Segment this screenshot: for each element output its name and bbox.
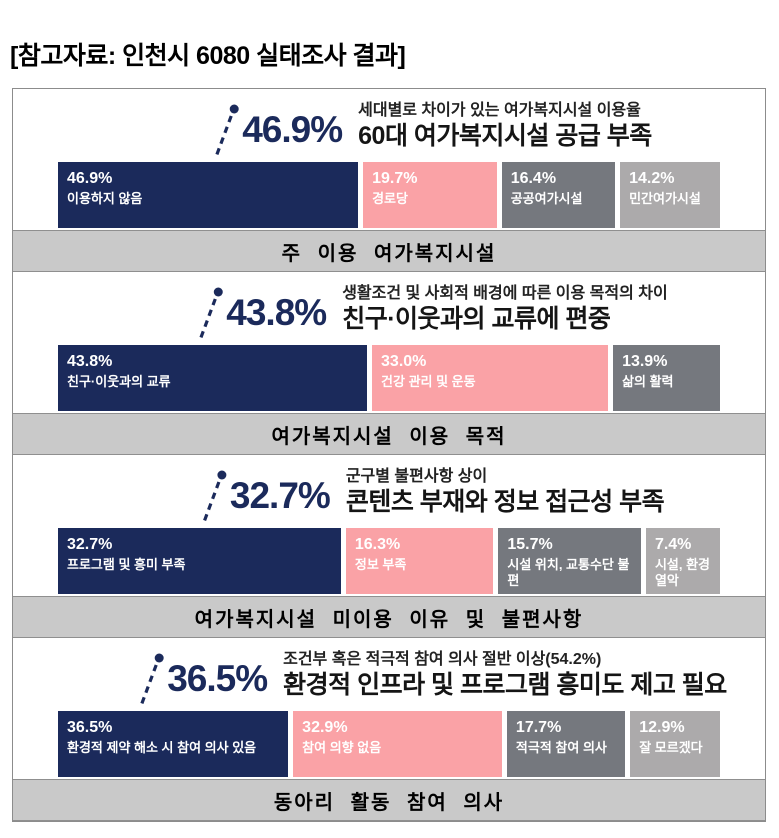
bar-segment-gray_dark: 17.7% 적극적 참여 의사 [506,711,626,777]
section-header: 36.5% 조건부 혹은 적극적 참여 의사 절반 이상(54.2%) 환경적 인프… [138,651,727,709]
section-1: 46.9% 세대별로 차이가 있는 여가복지시설 이용율 60대 여가복지시설 공급… [13,89,765,272]
bar-row: 32.7% 프로그램 및 흥미 부족 16.3% 정보 부족 15.7% 시설 위치, 교… [58,528,720,594]
section-caption: 여가복지시설 이용 목적 [13,413,765,455]
bar-segment-navy: 43.8% 친구·이웃과의 교류 [58,345,368,411]
bar-percentage: 19.7% [372,170,418,187]
section-header-text: 조건부 혹은 적극적 참여 의사 절반 이상(54.2%) 환경적 인프라 및 프… [283,651,727,700]
bar-segment-gray_light: 7.4% 시설, 환경 열악 [645,528,720,594]
section-headline: 콘텐츠 부재와 정보 접근성 부족 [345,488,665,517]
section-subtitle: 세대별로 차이가 있는 여가복지시설 이용율 [358,102,641,119]
bar-label: 삶의 활력 [622,373,674,389]
bar-label: 시설 위치, 교통수단 불편 [507,556,630,589]
bar-label: 친구·이웃과의 교류 [67,373,171,389]
bar-percentage: 36.5% [67,719,113,736]
bar-segment-gray_light: 12.9% 잘 모르겠다 [630,711,720,777]
section-caption-label: 동아리 활동 참여 의사 [273,791,505,814]
infographic-board: 46.9% 세대별로 차이가 있는 여가복지시설 이용율 60대 여가복지시설 공급… [12,88,766,822]
bar-row: 43.8% 친구·이웃과의 교류 33.0% 건강 관리 및 운동 13.9% 삶의 활력 [58,345,720,411]
section-headline: 친구·이웃과의 교류에 편중 [342,305,611,334]
section-caption: 여가복지시설 미이용 이유 및 불편사항 [13,596,765,638]
highlight-percentage: 43.8% [197,285,327,343]
bar-percentage: 16.4% [510,170,557,187]
bar-percentage: 14.2% [629,170,675,187]
bar-segment-gray_light: 14.2% 민간여가시설 [620,162,720,228]
bar-percentage: 17.7% [515,719,562,736]
section-headline: 60대 여가복지시설 공급 부족 [358,122,652,151]
bar-percentage: 33.0% [381,353,427,370]
section-caption: 동아리 활동 참여 의사 [13,779,765,821]
bar-label: 정보 부족 [354,556,407,572]
highlight-percentage: 36.5% [138,651,268,709]
bar-segment-navy: 46.9% 이용하지 않음 [58,162,359,228]
bar-segment-pink: 32.9% 참여 의향 없음 [293,711,502,777]
bar-percentage: 32.9% [302,719,348,736]
highlight-percentage-value: 32.7% [229,475,331,516]
bar-label: 환경적 제약 해소 시 참여 의사 있음 [67,739,257,755]
bar-percentage: 46.9% [67,170,113,187]
bar-percentage: 12.9% [639,719,685,736]
bar-segment-gray_dark: 13.9% 삶의 활력 [613,345,720,411]
highlight-percentage: 32.7% [201,468,331,526]
callout-dashed-line-icon [190,285,226,343]
section-caption-label: 주 이용 여가복지시설 [281,242,497,265]
bar-label: 이용하지 않음 [67,190,143,206]
bar-percentage: 16.3% [354,536,401,553]
bar-label: 공공여가시설 [510,190,583,206]
section-content: 46.9% 세대별로 차이가 있는 여가복지시설 이용율 60대 여가복지시설 공급… [13,89,765,230]
bar-percentage: 15.7% [507,536,553,553]
section-caption: 주 이용 여가복지시설 [13,230,765,272]
bar-percentage: 43.8% [67,353,113,370]
section-subtitle: 생활조건 및 사회적 배경에 따른 이용 목적의 차이 [342,285,668,302]
bar-segment-navy: 32.7% 프로그램 및 흥미 부족 [58,528,341,594]
bar-label: 경로당 [372,190,408,206]
bar-label: 적극적 참여 의사 [515,739,607,755]
section-caption-label: 여가복지시설 미이용 이유 및 불편사항 [194,608,584,631]
page-title: [참고자료: 인천시 6080 실태조사 결과] [10,42,406,70]
section-header-text: 세대별로 차이가 있는 여가복지시설 이용율 60대 여가복지시설 공급 부족 [358,102,652,151]
bar-row: 46.9% 이용하지 않음 19.7% 경로당 16.4% 공공여가시설 14.2% 민간여가… [58,162,720,228]
callout-dashed-line-icon [131,651,167,709]
section-header: 46.9% 세대별로 차이가 있는 여가복지시설 이용율 60대 여가복지시설 공급… [213,102,652,160]
highlight-percentage: 46.9% [213,102,343,160]
highlight-percentage-value: 46.9% [242,109,343,150]
section-headline: 환경적 인프라 및 프로그램 흥미도 제고 필요 [283,671,727,700]
bar-label: 건강 관리 및 운동 [381,373,476,389]
bar-percentage: 7.4% [654,536,692,553]
bar-segment-gray_dark: 15.7% 시설 위치, 교통수단 불편 [498,528,641,594]
section-content: 36.5% 조건부 혹은 적극적 참여 의사 절반 이상(54.2%) 환경적 인프… [13,638,765,779]
bar-segment-pink: 33.0% 건강 관리 및 운동 [372,345,609,411]
highlight-percentage-value: 36.5% [167,658,268,699]
bar-label: 민간여가시설 [629,190,701,206]
bar-label: 참여 의향 없음 [302,739,382,755]
bar-label: 잘 모르겠다 [639,739,703,755]
bar-row: 36.5% 환경적 제약 해소 시 참여 의사 있음 32.9% 참여 의향 없음 17… [58,711,720,777]
section-4: 36.5% 조건부 혹은 적극적 참여 의사 절반 이상(54.2%) 환경적 인프… [13,638,765,821]
bar-label: 프로그램 및 흥미 부족 [67,556,186,572]
section-subtitle: 조건부 혹은 적극적 참여 의사 절반 이상(54.2%) [283,651,602,668]
bar-segment-pink: 19.7% 경로당 [363,162,497,228]
bar-label: 시설, 환경 열악 [654,556,711,589]
section-subtitle: 군구별 불편사항 상이 [345,468,488,485]
bar-percentage: 13.9% [622,353,668,370]
bar-segment-pink: 16.3% 정보 부족 [345,528,494,594]
highlight-percentage-value: 43.8% [226,292,327,333]
bar-percentage: 32.7% [67,536,113,553]
bar-segment-navy: 36.5% 환경적 제약 해소 시 참여 의사 있음 [58,711,289,777]
callout-dashed-line-icon [206,102,242,160]
callout-dashed-line-icon [194,468,230,526]
section-caption-label: 여가복지시설 이용 목적 [271,425,507,448]
bar-segment-gray_dark: 16.4% 공공여가시설 [501,162,616,228]
